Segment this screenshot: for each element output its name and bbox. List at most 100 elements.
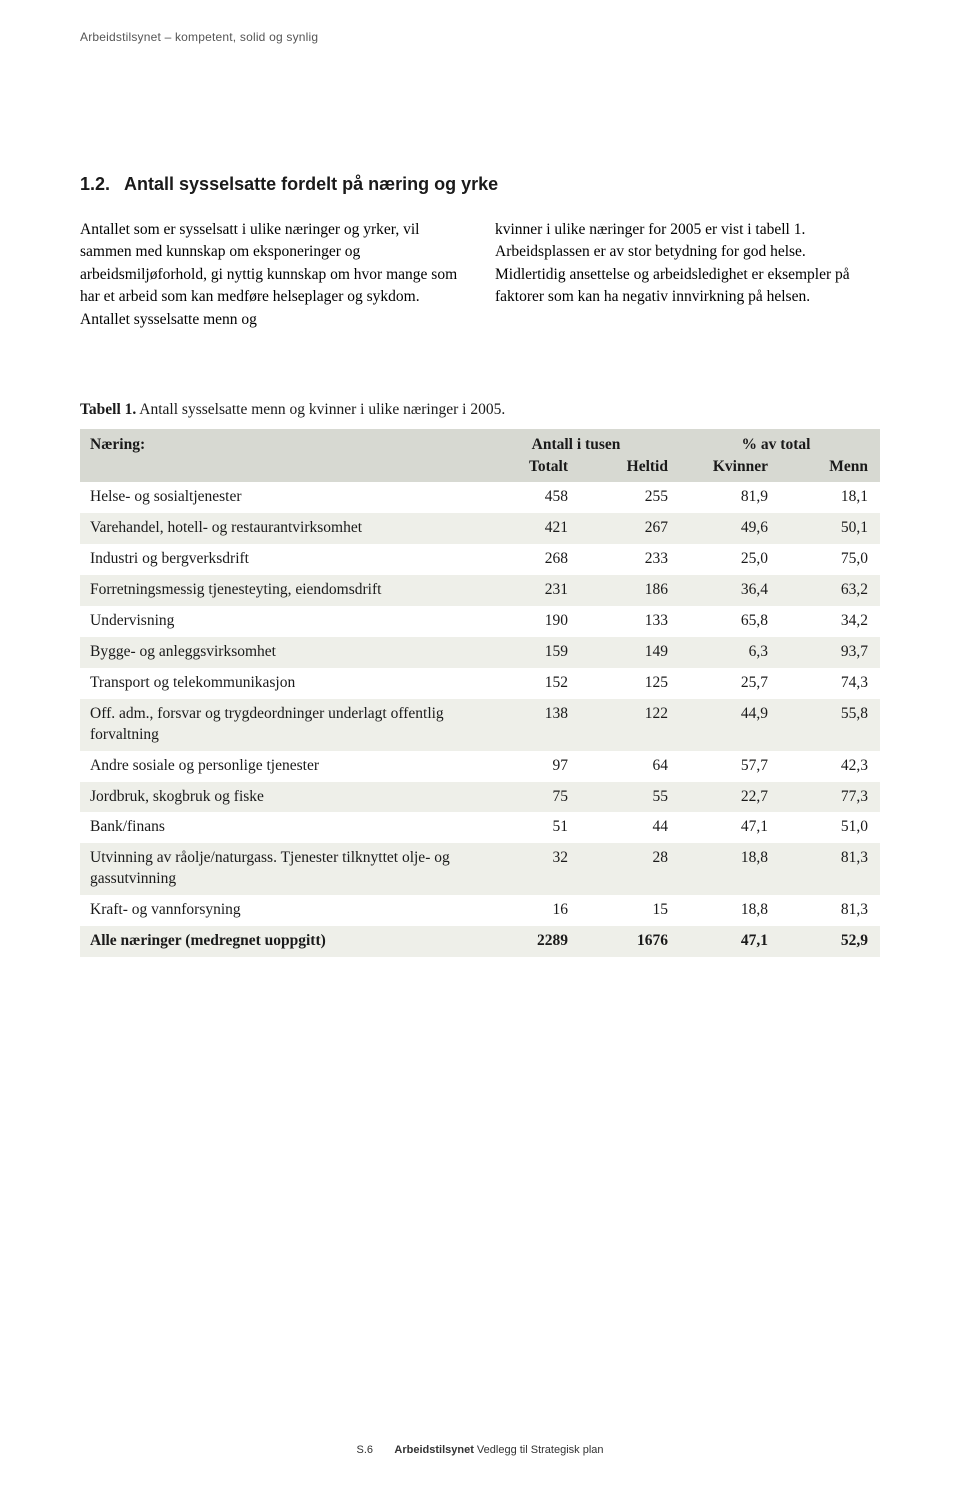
row-kvinner: 47,1 [680, 812, 780, 843]
th-pct: % av total [680, 429, 880, 458]
row-kvinner: 49,6 [680, 513, 780, 544]
th-kvinner: Kvinner [680, 458, 780, 482]
table-row: Helse- og sosialtjenester45825581,918,1 [80, 482, 880, 513]
row-totalt: 51 [480, 812, 580, 843]
row-totalt: 75 [480, 782, 580, 813]
table-caption-label: Tabell 1. [80, 401, 136, 418]
table-row: Undervisning19013365,834,2 [80, 606, 880, 637]
row-heltid: 55 [580, 782, 680, 813]
section-title: Antall sysselsatte fordelt på næring og … [124, 174, 498, 194]
table-row: Alle næringer (medregnet uoppgitt)228916… [80, 926, 880, 957]
row-menn: 81,3 [780, 895, 880, 926]
row-totalt: 152 [480, 668, 580, 699]
table-row: Forretningsmessig tjenesteyting, eiendom… [80, 575, 880, 606]
footer-brand: Arbeidstilsynet [394, 1444, 473, 1456]
row-kvinner: 25,0 [680, 544, 780, 575]
row-label: Varehandel, hotell- og restaurantvirksom… [80, 513, 480, 544]
row-totalt: 16 [480, 895, 580, 926]
row-label: Alle næringer (medregnet uoppgitt) [80, 926, 480, 957]
section-number: 1.2. [80, 174, 110, 194]
row-totalt: 159 [480, 637, 580, 668]
row-menn: 50,1 [780, 513, 880, 544]
body-col-left: Antallet som er sysselsatt i ulike nærin… [80, 219, 465, 331]
footer-text: Vedlegg til Strategisk plan [474, 1444, 604, 1456]
row-totalt: 231 [480, 575, 580, 606]
table-caption-text: Antall sysselsatte menn og kvinner i uli… [136, 401, 505, 418]
section-heading: 1.2. Antall sysselsatte fordelt på næring… [80, 174, 880, 195]
row-menn: 42,3 [780, 751, 880, 782]
th-totalt: Totalt [480, 458, 580, 482]
row-heltid: 133 [580, 606, 680, 637]
row-kvinner: 18,8 [680, 895, 780, 926]
row-heltid: 125 [580, 668, 680, 699]
row-kvinner: 81,9 [680, 482, 780, 513]
row-heltid: 44 [580, 812, 680, 843]
row-label: Andre sosiale og personlige tjenester [80, 751, 480, 782]
row-heltid: 267 [580, 513, 680, 544]
row-heltid: 15 [580, 895, 680, 926]
row-kvinner: 47,1 [680, 926, 780, 957]
table-head: Næring: Antall i tusen % av total Totalt… [80, 429, 880, 482]
row-kvinner: 18,8 [680, 843, 780, 895]
table-row: Kraft- og vannforsyning161518,881,3 [80, 895, 880, 926]
data-table: Næring: Antall i tusen % av total Totalt… [80, 429, 880, 957]
row-label: Kraft- og vannforsyning [80, 895, 480, 926]
row-heltid: 255 [580, 482, 680, 513]
row-label: Forretningsmessig tjenesteyting, eiendom… [80, 575, 480, 606]
row-menn: 55,8 [780, 699, 880, 751]
row-totalt: 458 [480, 482, 580, 513]
row-label: Bank/finans [80, 812, 480, 843]
row-totalt: 138 [480, 699, 580, 751]
row-label: Undervisning [80, 606, 480, 637]
th-menn: Menn [780, 458, 880, 482]
th-heltid: Heltid [580, 458, 680, 482]
table-row: Industri og bergverksdrift26823325,075,0 [80, 544, 880, 575]
row-kvinner: 22,7 [680, 782, 780, 813]
row-totalt: 190 [480, 606, 580, 637]
table-body: Helse- og sosialtjenester45825581,918,1V… [80, 482, 880, 957]
row-menn: 52,9 [780, 926, 880, 957]
body-col-right: kvinner i ulike næringer for 2005 er vis… [495, 219, 880, 331]
row-heltid: 1676 [580, 926, 680, 957]
row-kvinner: 36,4 [680, 575, 780, 606]
row-menn: 77,3 [780, 782, 880, 813]
row-menn: 74,3 [780, 668, 880, 699]
footer-page: S.6 [356, 1444, 373, 1456]
table-row: Jordbruk, skogbruk og fiske755522,777,3 [80, 782, 880, 813]
row-heltid: 28 [580, 843, 680, 895]
row-menn: 63,2 [780, 575, 880, 606]
page-header: Arbeidstilsynet – kompetent, solid og sy… [80, 0, 880, 44]
table-row: Off. adm., forsvar og trygdeordninger un… [80, 699, 880, 751]
table-row: Bank/finans514447,151,0 [80, 812, 880, 843]
row-menn: 51,0 [780, 812, 880, 843]
row-totalt: 268 [480, 544, 580, 575]
row-heltid: 64 [580, 751, 680, 782]
row-kvinner: 25,7 [680, 668, 780, 699]
row-heltid: 186 [580, 575, 680, 606]
row-totalt: 421 [480, 513, 580, 544]
row-menn: 75,0 [780, 544, 880, 575]
row-label: Helse- og sosialtjenester [80, 482, 480, 513]
table-row: Varehandel, hotell- og restaurantvirksom… [80, 513, 880, 544]
row-menn: 18,1 [780, 482, 880, 513]
row-heltid: 233 [580, 544, 680, 575]
th-antall: Antall i tusen [480, 429, 680, 458]
row-label: Off. adm., forsvar og trygdeordninger un… [80, 699, 480, 751]
row-heltid: 122 [580, 699, 680, 751]
th-naering: Næring: [80, 429, 480, 482]
row-totalt: 2289 [480, 926, 580, 957]
body-columns: Antallet som er sysselsatt i ulike nærin… [80, 219, 880, 331]
row-kvinner: 65,8 [680, 606, 780, 637]
row-totalt: 97 [480, 751, 580, 782]
table-row: Andre sosiale og personlige tjenester976… [80, 751, 880, 782]
row-label: Jordbruk, skogbruk og fiske [80, 782, 480, 813]
row-heltid: 149 [580, 637, 680, 668]
row-label: Bygge- og anleggsvirksomhet [80, 637, 480, 668]
row-menn: 34,2 [780, 606, 880, 637]
row-label: Utvinning av råolje/naturgass. Tjenester… [80, 843, 480, 895]
table-row: Transport og telekommunikasjon15212525,7… [80, 668, 880, 699]
table-row: Utvinning av råolje/naturgass. Tjenester… [80, 843, 880, 895]
table-caption: Tabell 1. Antall sysselsatte menn og kvi… [80, 401, 880, 419]
row-kvinner: 44,9 [680, 699, 780, 751]
page-footer: S.6 Arbeidstilsynet Vedlegg til Strategi… [0, 1444, 960, 1456]
